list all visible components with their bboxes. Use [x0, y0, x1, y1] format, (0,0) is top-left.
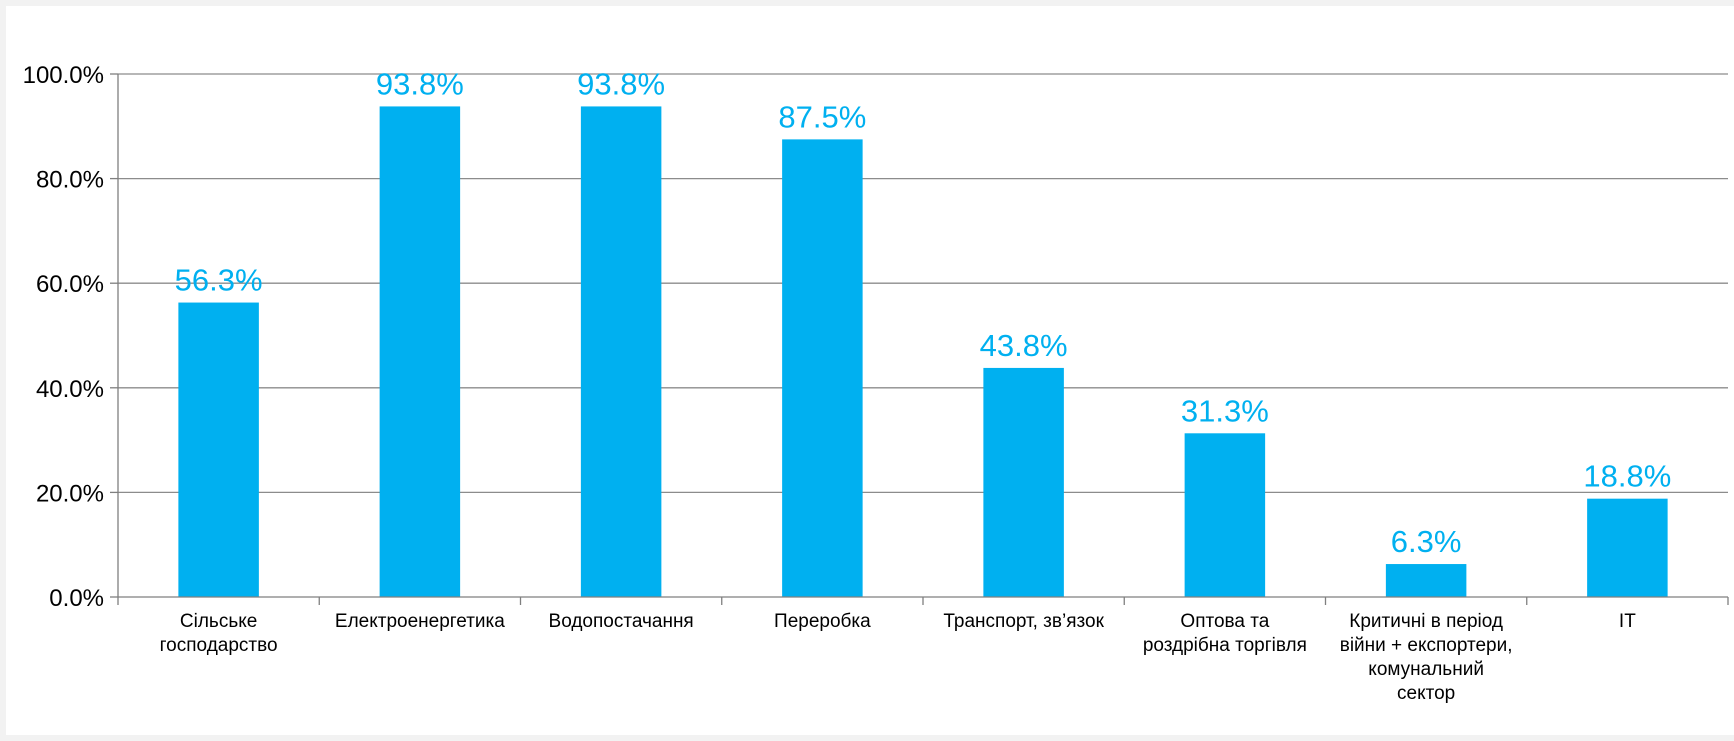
- category-label-line: комунальний: [1368, 659, 1484, 680]
- bar: [983, 367, 1064, 597]
- bar: [580, 106, 662, 598]
- bar: [1184, 433, 1266, 597]
- bar: [1385, 564, 1467, 597]
- y-tick-label: 0.0%: [49, 585, 104, 612]
- bar: [379, 106, 461, 598]
- data-label: 43.8%: [980, 328, 1068, 363]
- category-label: Водопостачання: [549, 611, 694, 632]
- data-label: 56.3%: [175, 263, 263, 298]
- category-label-line: війни + експортери,: [1340, 635, 1513, 656]
- category-label-line: Транспорт, зв’язок: [943, 611, 1104, 632]
- category-label-line: сектор: [1397, 683, 1455, 704]
- y-tick-label: 40.0%: [36, 376, 104, 403]
- category-label: Критичні в період війни + експортери, кому…: [1340, 611, 1513, 704]
- category-label-line: господарство: [160, 635, 278, 656]
- bar: [178, 302, 259, 597]
- category-label-line: Критичні в період: [1349, 611, 1503, 632]
- data-label: 87.5%: [778, 99, 866, 134]
- labels: 0.0% 20.0% 40.0% 60.0% 80.0% 100.0% 56.3% Сільс…: [23, 62, 1672, 704]
- data-label: 93.8%: [577, 66, 665, 101]
- data-label: 6.3%: [1391, 524, 1462, 559]
- data-label: 18.8%: [1583, 459, 1671, 494]
- gridlines: [118, 73, 1728, 494]
- category-label-line: Водопостачання: [549, 611, 694, 632]
- category-label: Сільське господарство: [160, 611, 278, 656]
- category-label: Переробка: [774, 611, 871, 632]
- data-label: 31.3%: [1181, 393, 1269, 428]
- category-label: Електроенергетика: [335, 611, 505, 632]
- y-tick-label: 60.0%: [36, 271, 104, 298]
- category-label-line: Сільське: [180, 611, 257, 632]
- y-tick-label: 80.0%: [36, 167, 104, 194]
- y-tick-label: 20.0%: [36, 480, 104, 507]
- bars: [178, 106, 1668, 598]
- axes: [110, 73, 1729, 605]
- bar: [782, 139, 863, 597]
- bar: [1587, 498, 1668, 597]
- data-label: 93.8%: [376, 66, 464, 101]
- category-label-line: роздрібна торгівля: [1143, 635, 1307, 656]
- category-label-line: Переробка: [774, 611, 871, 632]
- category-label: IT: [1619, 611, 1636, 632]
- category-label-line: Електроенергетика: [335, 611, 505, 632]
- chart-panel: [6, 6, 1734, 735]
- y-tick-label: 100.0%: [23, 62, 104, 89]
- category-label-line: IT: [1619, 611, 1636, 632]
- category-label-line: Оптова та: [1180, 611, 1269, 632]
- category-label: Транспорт, зв’язок: [943, 611, 1104, 632]
- category-label: Оптова та роздрібна торгівля: [1143, 611, 1307, 656]
